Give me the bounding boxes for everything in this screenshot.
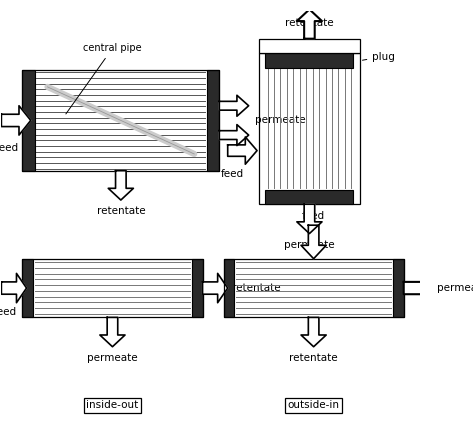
Polygon shape [219,125,249,145]
Polygon shape [100,317,125,347]
Text: plug: plug [362,52,395,61]
Bar [22,259,33,317]
Text: feed: feed [220,169,244,179]
Text: retentate: retentate [96,206,145,216]
Polygon shape [1,274,26,303]
Text: feed: feed [302,211,325,221]
Bar [393,259,404,317]
Bar [22,259,202,317]
Polygon shape [297,9,322,39]
Polygon shape [108,171,133,200]
Bar [265,190,353,204]
Bar [224,259,404,317]
Bar [224,259,404,317]
Text: retentate: retentate [232,283,280,293]
Polygon shape [228,137,257,164]
Bar [259,39,360,53]
Polygon shape [301,225,326,259]
Bar [22,70,219,171]
Bar [22,70,219,171]
Text: inside-out: inside-out [87,400,139,411]
Polygon shape [1,106,31,135]
Bar [259,53,360,204]
Polygon shape [297,204,322,233]
Text: feed: feed [0,307,17,317]
Text: retentate: retentate [289,353,338,363]
Text: retentate: retentate [285,18,334,28]
Bar [265,53,353,68]
Text: permeate: permeate [87,353,138,363]
Text: permeate: permeate [284,240,335,250]
Bar [22,70,35,171]
Text: feed: feed [0,144,19,153]
Bar [22,259,202,317]
Polygon shape [202,274,228,303]
Text: permeate: permeate [255,115,306,126]
Polygon shape [301,317,326,347]
Text: central pipe: central pipe [66,43,142,114]
Bar [192,259,202,317]
Bar [207,70,219,171]
Polygon shape [219,95,249,116]
Text: outside-in: outside-in [288,400,340,411]
Bar [224,259,234,317]
Text: permeate: permeate [437,283,473,293]
Polygon shape [404,274,433,303]
